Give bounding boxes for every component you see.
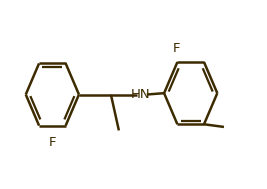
Text: HN: HN	[130, 88, 150, 101]
Text: F: F	[172, 42, 180, 55]
Text: F: F	[49, 136, 56, 149]
